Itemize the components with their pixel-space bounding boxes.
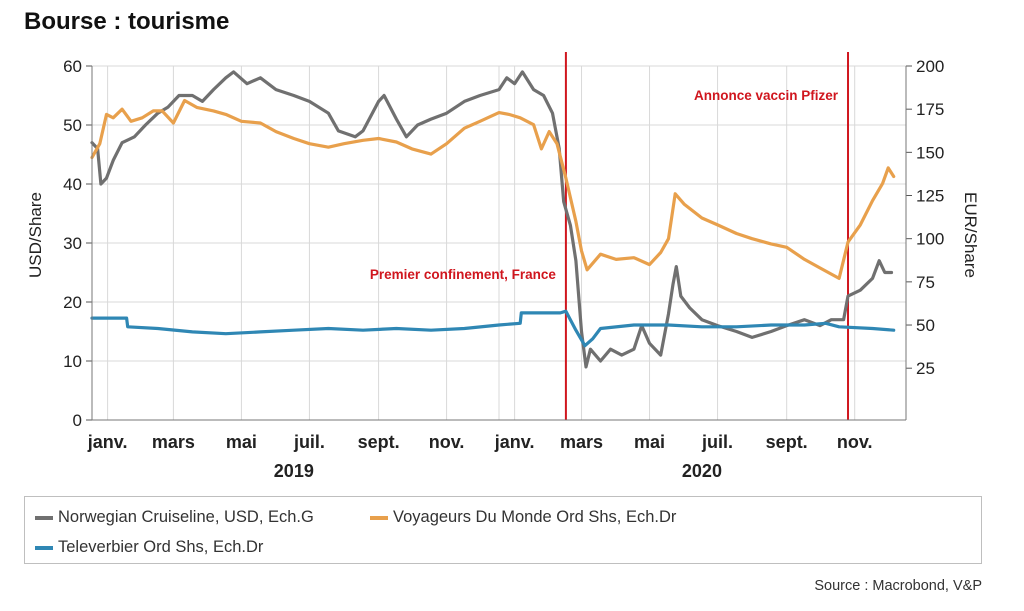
series-line-televerbier	[90, 309, 896, 348]
legend-label: Norwegian Cruiseline, USD, Ech.G	[58, 508, 314, 526]
source-note: Source : Macrobond, V&P	[814, 578, 982, 594]
y-right-tick-label: 150	[916, 143, 944, 162]
event-markers: Premier confinement, France Annonce vacci…	[370, 52, 850, 420]
x-year-label: 2019	[274, 461, 314, 481]
legend-item-voyageurs: Voyageurs Du Monde Ord Shs, Ech.Dr	[370, 508, 676, 527]
x-tick-label: janv.	[87, 432, 128, 452]
y-left-tick-label: 0	[73, 411, 82, 430]
x-tick-label: mars	[560, 432, 603, 452]
x-tick-label: mars	[152, 432, 195, 452]
legend-swatch	[370, 515, 388, 520]
x-tick-label: nov.	[837, 432, 873, 452]
x-tick-label: sept.	[358, 432, 400, 452]
legend-label: Televerbier Ord Shs, Ech.Dr	[58, 538, 264, 556]
y-axis-right-label: EUR/Share	[961, 192, 980, 278]
x-tick-label: mai	[634, 432, 665, 452]
series-line-voyageurs	[90, 98, 896, 280]
legend-item-norwegian: Norwegian Cruiseline, USD, Ech.G	[35, 508, 314, 527]
y-right-tick-label: 100	[916, 230, 944, 249]
y-right-tick-label: 125	[916, 187, 944, 206]
y-left-tick-label: 30	[63, 234, 82, 253]
x-tick-label: sept.	[766, 432, 808, 452]
y-right-tick-label: 25	[916, 359, 935, 378]
y-axis-left-label: USD/Share	[26, 192, 45, 278]
x-tick-label: juil.	[293, 432, 325, 452]
event-label: Annonce vaccin Pfizer	[694, 88, 839, 103]
legend: Norwegian Cruiseline, USD, Ech.G Voyageu…	[24, 496, 982, 564]
y-left-tick-label: 60	[63, 57, 82, 76]
x-tick-label: mai	[226, 432, 257, 452]
chart-title: Bourse : tourisme	[24, 8, 230, 35]
line-chart: Premier confinement, France Annonce vacci…	[26, 52, 980, 481]
y-right-tick-label: 50	[916, 316, 935, 335]
grid-lines	[92, 65, 906, 421]
event-label: Premier confinement, France	[370, 267, 557, 282]
series-line-norwegian	[90, 70, 894, 369]
y-left-tick-label: 40	[63, 175, 82, 194]
y-right-tick-label: 175	[916, 100, 944, 119]
x-tick-label: janv.	[494, 432, 535, 452]
axes: 0 10 20 30 40 50 60 25 50 75 100 125 150 175 200 janv. m…	[63, 57, 944, 481]
legend-item-televerbier: Televerbier Ord Shs, Ech.Dr	[35, 538, 263, 557]
y-right-tick-label: 200	[916, 57, 944, 76]
x-tick-label: juil.	[701, 432, 733, 452]
y-left-tick-label: 10	[63, 352, 82, 371]
legend-swatch	[35, 515, 53, 520]
y-right-tick-label: 75	[916, 273, 935, 292]
x-year-label: 2020	[682, 461, 722, 481]
y-left-tick-label: 20	[63, 293, 82, 312]
legend-swatch	[35, 545, 53, 550]
x-tick-label: nov.	[429, 432, 465, 452]
y-left-tick-label: 50	[63, 116, 82, 135]
series-lines	[90, 70, 896, 369]
legend-label: Voyageurs Du Monde Ord Shs, Ech.Dr	[393, 508, 677, 526]
